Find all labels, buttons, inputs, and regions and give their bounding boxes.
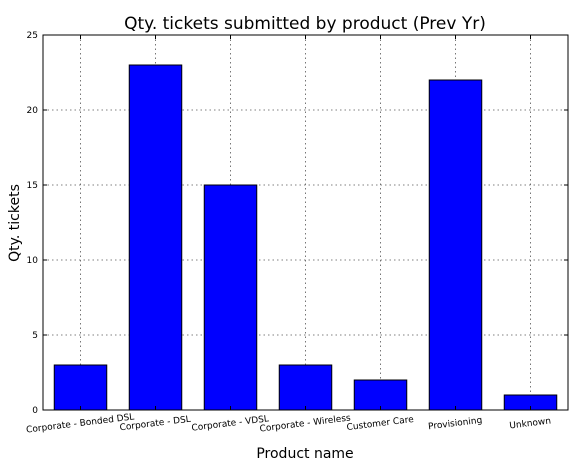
y-tick-label: 5 [32, 331, 38, 341]
grid-layer [43, 35, 568, 410]
y-axis-label: Qty. tickets [7, 184, 23, 262]
bar [128, 64, 183, 411]
plot-frame [42, 34, 569, 411]
y-tick-label: 20 [27, 106, 39, 116]
x-tick-label: Corporate - VDSL [191, 414, 269, 433]
bar [53, 364, 108, 411]
x-tick-label: Customer Care [346, 415, 415, 433]
bar [353, 379, 408, 411]
x-tick-label: Unknown [509, 417, 552, 432]
bar [203, 184, 258, 411]
chart-title: Qty. tickets submitted by product (Prev … [124, 14, 486, 34]
x-axis-label: Product name [256, 446, 353, 462]
x-tick-label: Corporate - Wireless [259, 413, 351, 434]
bar [278, 364, 333, 411]
y-tick-label: 15 [27, 181, 38, 191]
bars-layer [53, 64, 558, 411]
y-tick-label: 25 [27, 31, 38, 41]
y-tick-label: 10 [27, 256, 39, 266]
y-tick-label: 0 [32, 406, 38, 416]
x-tick-label: Provisioning [428, 416, 483, 433]
bar [428, 79, 483, 411]
